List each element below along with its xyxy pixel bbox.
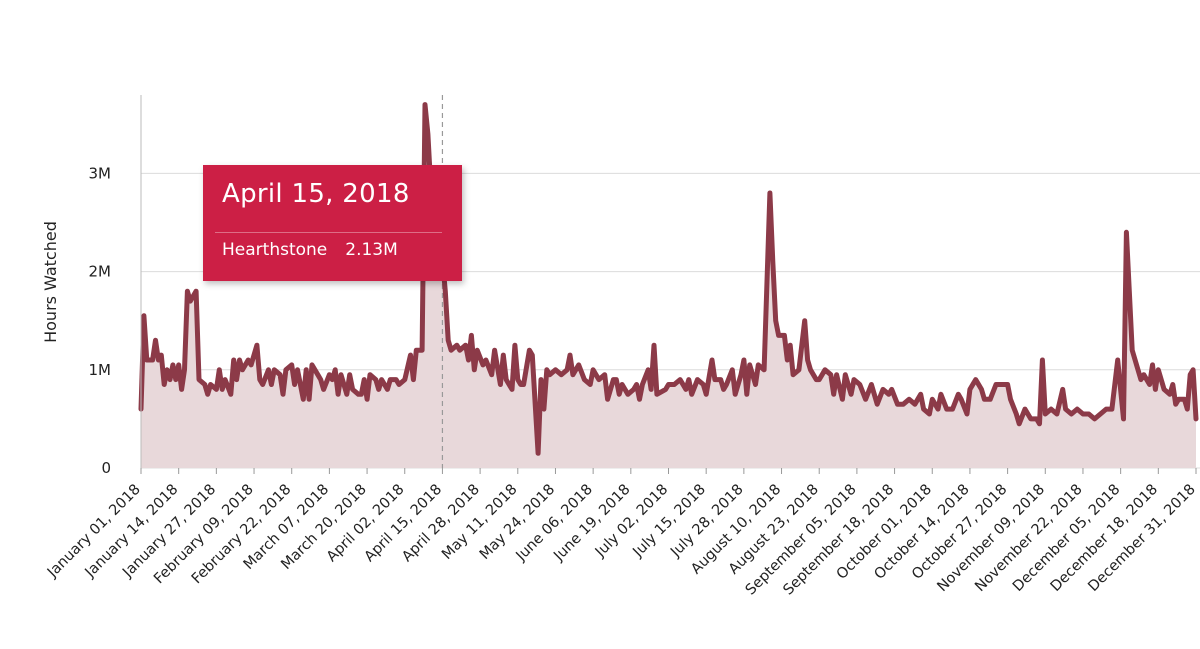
tooltip-divider — [215, 232, 442, 233]
data-tooltip: April 15, 2018 Hearthstone 2.13M — [203, 165, 462, 281]
y-tick-label: 3M — [89, 164, 112, 182]
series-line-hearthstone[interactable] — [138, 102, 1199, 456]
tooltip-date: April 15, 2018 — [222, 179, 410, 209]
y-tick-label: 0 — [101, 459, 111, 477]
y-axis-ticks: 0 1M 2M 3M — [89, 164, 112, 477]
y-axis-label: Hours Watched — [41, 221, 60, 343]
tooltip-series-name: Hearthstone — [222, 240, 328, 260]
y-tick-label: 1M — [89, 361, 112, 379]
y-tick-label: 2M — [89, 263, 112, 281]
tooltip-value: 2.13M — [345, 240, 398, 260]
series-area-fill — [141, 104, 1196, 468]
tooltip-row: Hearthstone 2.13M — [222, 240, 398, 260]
